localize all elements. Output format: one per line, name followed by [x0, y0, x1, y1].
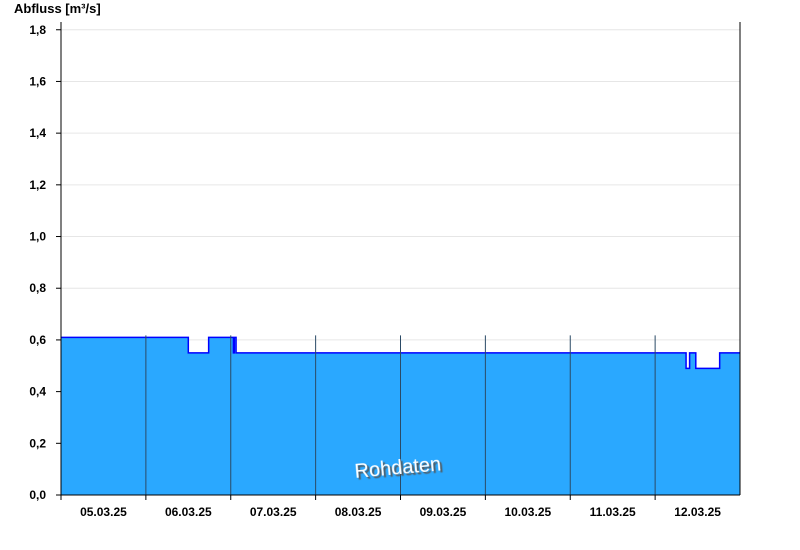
- x-tick-label: 05.03.25: [80, 505, 127, 519]
- y-tick-label: 1,0: [29, 230, 46, 244]
- x-tick-label: 09.03.25: [420, 505, 467, 519]
- y-tick-label: 1,4: [29, 126, 46, 140]
- y-tick-label: 1,6: [29, 74, 46, 88]
- y-tick-label: 1,8: [29, 23, 46, 37]
- y-tick-label: 0,4: [29, 385, 46, 399]
- y-tick-label: 1,2: [29, 178, 46, 192]
- series-line: [61, 336, 740, 370]
- x-tick-label: 10.03.25: [504, 505, 551, 519]
- x-tick-label: 08.03.25: [335, 505, 382, 519]
- x-tick-label: 07.03.25: [250, 505, 297, 519]
- y-tick-label: 0,8: [29, 281, 46, 295]
- x-tick-label: 12.03.25: [674, 505, 721, 519]
- y-tick-label: 0,2: [29, 436, 46, 450]
- y-axis-title: Abfluss [m³/s]: [14, 1, 101, 16]
- x-tick-label: 11.03.25: [590, 505, 636, 519]
- x-tick-label: 06.03.25: [165, 505, 212, 519]
- y-tick-label: 0,0: [29, 488, 46, 502]
- y-tick-label: 0,6: [29, 333, 46, 347]
